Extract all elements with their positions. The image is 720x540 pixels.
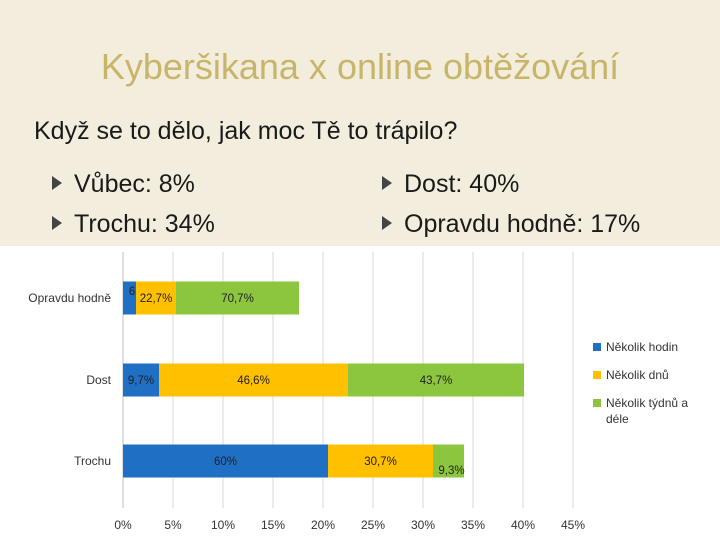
x-tick-label: 10%	[211, 518, 235, 532]
data-label: 9,7%	[128, 375, 154, 387]
chart-container: 0% 5% 10% 15% 20% 25% 30% 35% 40% 45% Opravdu hodn…	[0, 246, 720, 540]
legend-entry: Několik týdnů a	[606, 396, 688, 410]
data-label: 30,7%	[364, 456, 397, 468]
legend-swatch	[593, 343, 601, 351]
x-tick-label: 35%	[461, 518, 485, 532]
category-label: Dost	[86, 373, 111, 387]
bar-segment	[159, 363, 348, 397]
question-text: Když se to dělo, jak moc Tě to trápilo?	[34, 117, 458, 145]
bar-segment	[328, 444, 433, 478]
bar-segment	[348, 363, 524, 397]
data-label: 43,7%	[420, 375, 453, 387]
arrow-bullet-icon	[52, 176, 62, 191]
stacked-bar-chart: 0% 5% 10% 15% 20% 25% 30% 35% 40% 45% Opravdu hodn…	[28, 252, 688, 532]
bar-segment	[136, 281, 176, 315]
bar-segment	[123, 281, 136, 315]
bullet-text: Vůbec: 8%	[74, 170, 195, 198]
bullet-item: Opravdu hodně: 17%	[382, 210, 640, 239]
bullet-text: Opravdu hodně: 17%	[404, 210, 641, 238]
arrow-bullet-icon	[382, 216, 392, 231]
x-tick-label: 25%	[361, 518, 385, 532]
data-label: 70,7%	[221, 293, 254, 305]
legend-swatch	[593, 371, 601, 379]
data-label: 46,6%	[237, 375, 270, 387]
bar-segment	[123, 444, 328, 478]
legend-entry: Několik dnů	[606, 368, 669, 382]
slide-title: Kyberšikana x online obtěžování	[100, 46, 620, 87]
legend-entry: Několik hodin	[606, 340, 678, 354]
x-tick-label: 45%	[561, 518, 585, 532]
bullet-item: Dost: 40%	[382, 170, 519, 199]
legend-entry-continued: déle	[606, 412, 629, 426]
bar-segment	[176, 281, 299, 315]
x-tick-label: 5%	[164, 518, 182, 532]
bullet-text: Trochu: 34%	[74, 210, 215, 238]
bar-segment	[433, 444, 464, 478]
x-tick-label: 30%	[411, 518, 435, 532]
x-tick-label: 15%	[261, 518, 285, 532]
x-tick-label: 20%	[311, 518, 335, 532]
category-label: Opravdu hodně	[28, 291, 111, 305]
arrow-bullet-icon	[52, 216, 62, 231]
bullet-item: Trochu: 34%	[52, 210, 215, 239]
category-label: Trochu	[74, 454, 111, 468]
bullet-item: Vůbec: 8%	[52, 170, 195, 199]
bar-segment	[123, 363, 159, 397]
x-tick-label: 40%	[511, 518, 535, 532]
arrow-bullet-icon	[382, 176, 392, 191]
bullet-text: Dost: 40%	[404, 170, 520, 198]
legend-swatch	[593, 399, 601, 407]
x-tick-label: 0%	[114, 518, 132, 532]
data-label: 60%	[214, 456, 237, 468]
data-label: 22,7%	[140, 293, 173, 305]
data-label: 9,3%	[438, 465, 464, 477]
